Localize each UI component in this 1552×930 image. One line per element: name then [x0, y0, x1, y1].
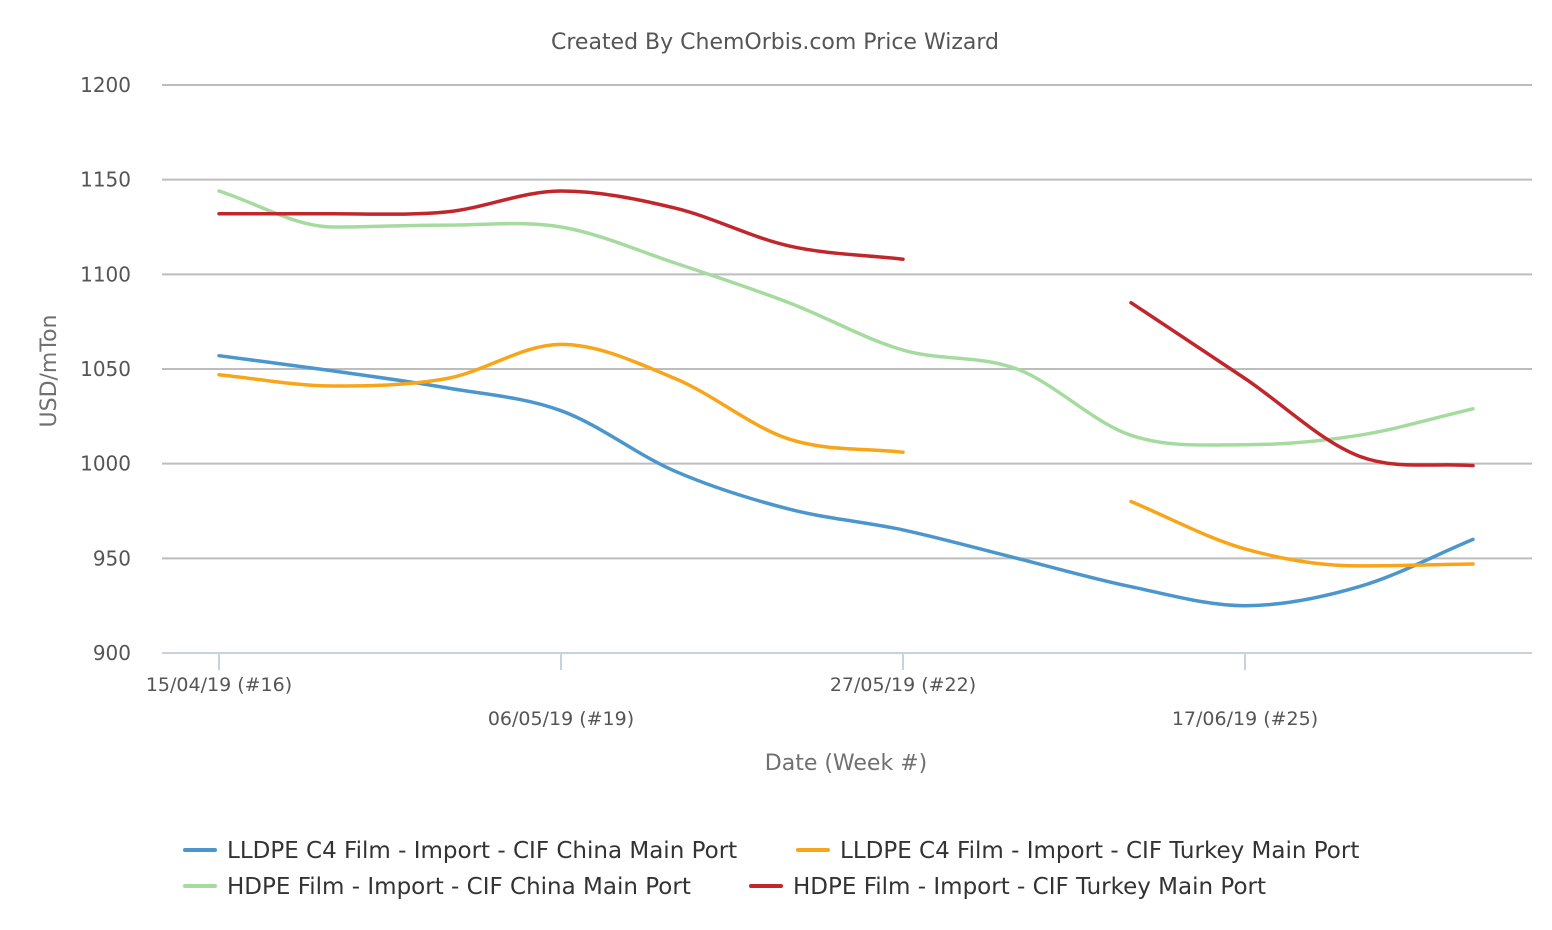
y-tick-label: 1100	[80, 262, 131, 286]
legend-item[interactable]: LLDPE C4 Film - Import - CIF Turkey Main…	[796, 838, 1359, 864]
legend-label: HDPE Film - Import - CIF Turkey Main Por…	[793, 874, 1266, 900]
x-tick-label: 17/06/19 (#25)	[1172, 708, 1318, 730]
legend: LLDPE C4 Film - Import - CIF China Main …	[183, 838, 1359, 900]
legend-item[interactable]: LLDPE C4 Film - Import - CIF China Main …	[183, 838, 737, 864]
y-tick-label: 1000	[80, 452, 131, 476]
y-tick-label: 1150	[80, 168, 131, 192]
x-tick-label: 15/04/19 (#16)	[146, 674, 292, 696]
grid-lines	[162, 84, 1532, 654]
x-axis-title: Date (Week #)	[765, 751, 927, 776]
y-axis-ticks: 900 950 1000 1050 1100 1150 1200	[80, 73, 131, 665]
legend-label: LLDPE C4 Film - Import - CIF China Main …	[227, 838, 737, 864]
y-tick-label: 1200	[80, 73, 131, 97]
series-line-3	[217, 189, 1475, 447]
chart-title: Created By ChemOrbis.com Price Wizard	[551, 30, 999, 55]
x-tick-label: 27/05/19 (#22)	[830, 674, 976, 696]
y-tick-label: 1050	[80, 357, 131, 381]
series-line-4	[217, 189, 905, 261]
y-tick-label: 900	[93, 641, 131, 665]
series-line-2	[217, 342, 905, 455]
legend-item[interactable]: HDPE Film - Import - CIF China Main Port	[183, 874, 691, 900]
series-line-4	[1129, 300, 1475, 468]
legend-label: LLDPE C4 Film - Import - CIF Turkey Main…	[840, 838, 1359, 864]
legend-item[interactable]: HDPE Film - Import - CIF Turkey Main Por…	[749, 874, 1266, 900]
y-tick-label: 950	[93, 546, 131, 570]
legend-label: HDPE Film - Import - CIF China Main Port	[227, 874, 691, 900]
series-line-2	[1129, 499, 1475, 568]
x-axis: 15/04/19 (#16) 06/05/19 (#19) 27/05/19 (#2…	[146, 653, 1318, 730]
y-axis-title: USD/mTon	[37, 315, 62, 428]
series-line-1	[217, 353, 1475, 608]
series-lines	[217, 189, 1475, 608]
x-tick-label: 06/05/19 (#19)	[488, 708, 634, 730]
